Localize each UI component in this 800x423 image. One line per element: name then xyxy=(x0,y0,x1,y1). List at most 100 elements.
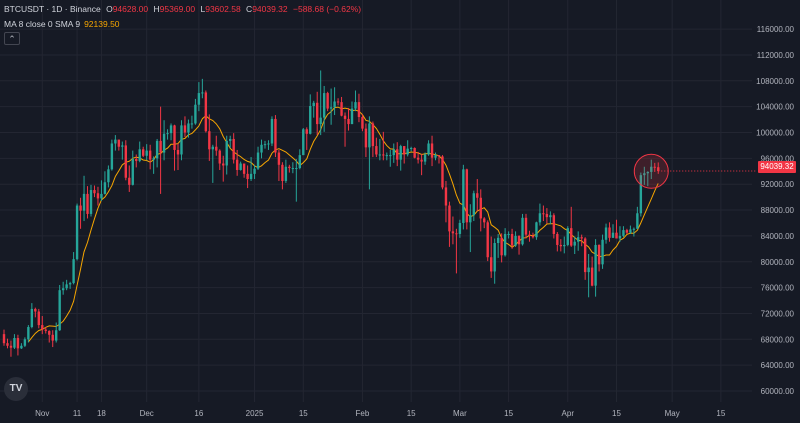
candle-body xyxy=(653,166,656,168)
candle-body xyxy=(389,155,392,157)
symbol-legend[interactable]: BTCUSDT · 1D · Binance O94628.00 H95369.… xyxy=(4,4,361,14)
candle-body xyxy=(587,267,590,273)
candle-body xyxy=(229,138,232,141)
candle-body xyxy=(326,93,329,109)
candle-body xyxy=(249,173,253,180)
candles[interactable] xyxy=(2,70,660,357)
candle-body xyxy=(20,345,23,349)
x-tick-label: Nov xyxy=(35,409,49,418)
candle-body xyxy=(646,171,649,174)
candle-body xyxy=(496,237,500,244)
candle-body xyxy=(316,102,319,125)
candle-body xyxy=(27,327,30,340)
candle-body xyxy=(528,234,531,236)
candle-body xyxy=(493,243,496,272)
candle-body xyxy=(79,205,82,211)
candle-body xyxy=(232,138,235,160)
candle-body xyxy=(416,157,420,160)
candle-body xyxy=(208,131,211,150)
candle-body xyxy=(173,125,176,150)
candle-body xyxy=(162,133,166,153)
y-tick-label: 64000.00 xyxy=(761,361,795,370)
candle-body xyxy=(618,235,622,239)
candle-body xyxy=(6,343,9,346)
candle-body xyxy=(472,193,475,216)
candle-body xyxy=(503,233,507,256)
candle-body xyxy=(597,244,601,265)
y-tick-label: 100000.00 xyxy=(756,129,794,138)
candle-body xyxy=(556,233,559,245)
candle-body xyxy=(336,101,340,103)
close-label: C xyxy=(246,4,253,14)
price-axis[interactable]: 60000.00 64000.00 68000.00 72000.00 76000.00… xyxy=(756,25,794,396)
candle-body xyxy=(107,169,110,183)
x-tick-label: 11 xyxy=(73,409,82,418)
candle-body xyxy=(319,117,322,125)
candle-body xyxy=(55,330,58,341)
indicator-legend[interactable]: MA 8 close 0 SMA 9 92139.50 xyxy=(4,19,120,29)
candle-body xyxy=(434,155,437,158)
candle-body xyxy=(535,222,538,238)
candle-body xyxy=(187,123,190,133)
candle-body xyxy=(51,334,54,341)
candle-body xyxy=(65,284,68,289)
open-label: O xyxy=(106,4,113,14)
candle-body xyxy=(218,150,221,164)
ma-line-group xyxy=(28,106,659,343)
candle-body xyxy=(570,228,573,246)
candle-body xyxy=(256,152,260,169)
x-tick-label: 15 xyxy=(299,409,308,418)
candle-body xyxy=(583,238,587,273)
candle-body xyxy=(253,168,256,174)
candle-body xyxy=(68,283,72,285)
candle-body xyxy=(622,230,625,236)
candle-body xyxy=(305,129,308,134)
candle-body xyxy=(61,288,65,291)
y-tick-label: 84000.00 xyxy=(761,232,795,241)
x-tick-label: Feb xyxy=(356,409,370,418)
candle-body xyxy=(479,197,482,219)
high-value: 95369.00 xyxy=(159,4,196,14)
candle-body xyxy=(577,237,580,242)
candle-body xyxy=(152,158,155,160)
collapse-legend-button[interactable]: ⌃ xyxy=(4,32,20,45)
candle-body xyxy=(657,167,660,172)
chevron-up-icon: ⌃ xyxy=(8,34,16,44)
candle-body xyxy=(399,146,402,160)
candle-body xyxy=(559,244,562,247)
candle-body xyxy=(155,140,159,159)
candle-body xyxy=(201,92,204,94)
x-tick-label: 15 xyxy=(612,409,621,418)
candle-body xyxy=(124,145,127,178)
low-label: L xyxy=(200,4,206,14)
candle-body xyxy=(423,154,427,162)
candle-body xyxy=(409,148,413,150)
candle-body xyxy=(385,155,388,157)
candle-body xyxy=(451,231,455,234)
time-axis[interactable]: Nov 11 18 Dec 16 2025 15 Feb 15 Mar 15 Apr 15 May 15 xyxy=(35,409,726,418)
candle-body xyxy=(357,102,361,117)
y-tick-label: 104000.00 xyxy=(756,103,794,112)
candle-body xyxy=(284,166,288,181)
x-tick-label: Dec xyxy=(140,409,154,418)
candle-body xyxy=(86,193,89,214)
candle-body xyxy=(148,150,152,160)
candle-body xyxy=(604,227,608,240)
candle-body xyxy=(135,158,138,161)
candle-body xyxy=(298,155,301,169)
candle-body xyxy=(347,118,350,125)
candle-body xyxy=(197,93,201,105)
candle-body xyxy=(204,92,208,132)
candle-body xyxy=(354,102,357,109)
candle-body xyxy=(260,144,263,153)
candle-body xyxy=(636,213,639,229)
candle-body xyxy=(521,217,524,245)
candle-body xyxy=(103,182,107,194)
candle-body xyxy=(448,205,451,232)
candle-body xyxy=(629,229,632,233)
candle-body xyxy=(312,102,315,107)
candle-body xyxy=(601,239,604,265)
candle-body xyxy=(580,237,583,239)
